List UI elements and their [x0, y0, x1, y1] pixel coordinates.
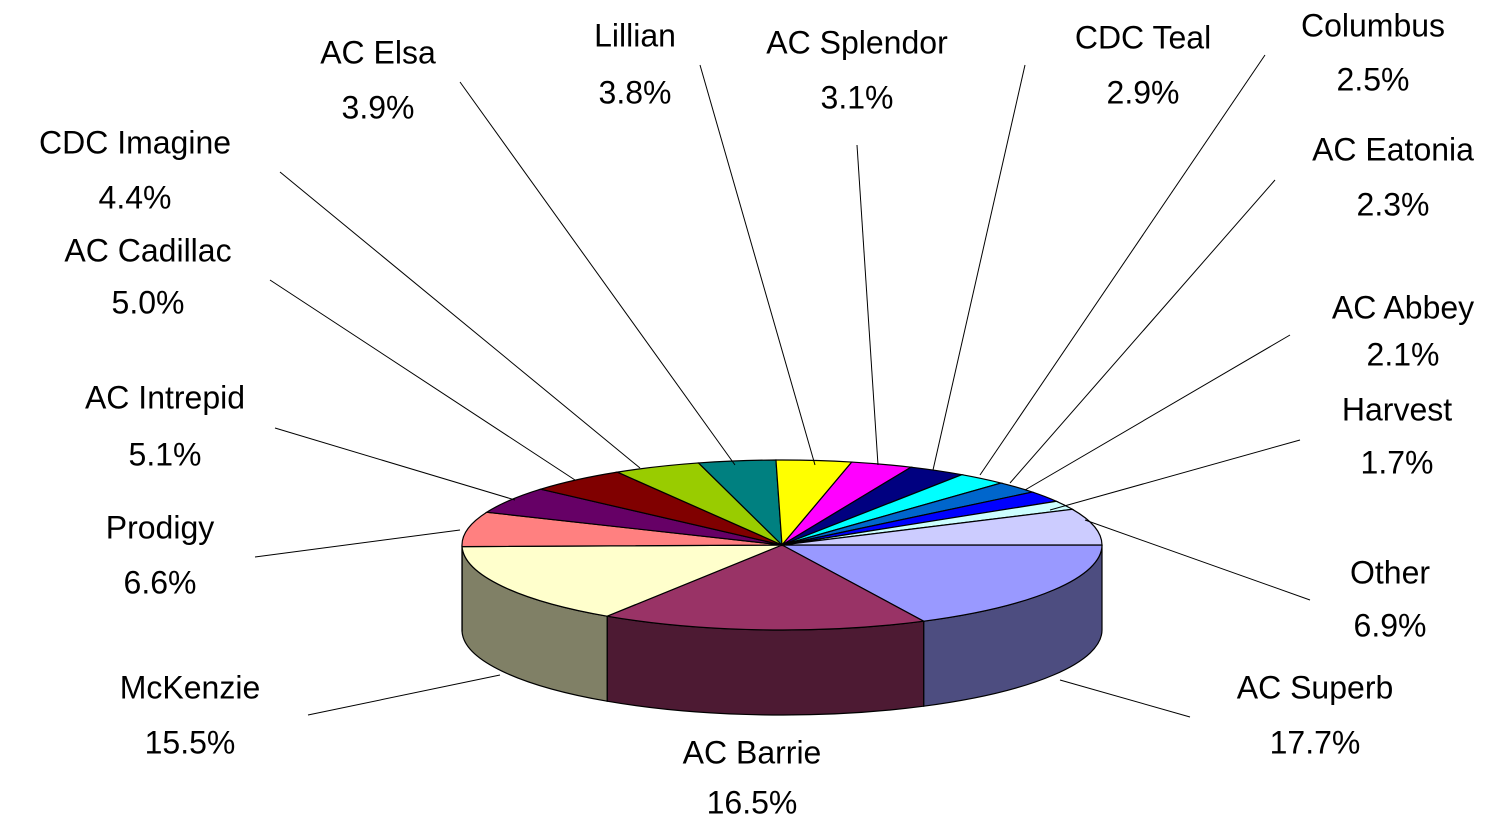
leader-line [269, 279, 576, 481]
slice-label: AC Cadillac [64, 232, 231, 268]
slice-label: AC Splendor [766, 24, 948, 60]
leader-line [699, 64, 816, 466]
slice-label: Prodigy [106, 509, 215, 545]
slice-label: McKenzie [120, 669, 261, 705]
slice [781, 544, 1103, 622]
leader-line [274, 427, 516, 501]
slice-value-label: 3.8% [599, 74, 672, 110]
leader-line [856, 144, 879, 466]
slice [461, 511, 783, 548]
slice-label: AC Abbey [1332, 289, 1474, 325]
leader-line [932, 64, 1026, 471]
slice [604, 544, 926, 631]
slice-value-label: 2.5% [1337, 61, 1410, 97]
slice-label: AC Eatonia [1312, 131, 1474, 167]
slice-value-label: 15.5% [145, 724, 236, 760]
slice-label: Lillian [594, 17, 676, 53]
leader-line [1009, 179, 1276, 484]
slice-value-label: 3.1% [821, 79, 894, 115]
slice-label: CDC Teal [1075, 19, 1211, 55]
slice [781, 508, 1103, 546]
slice-value-label: 1.7% [1361, 444, 1434, 480]
slice-value-label: 6.6% [124, 564, 197, 600]
leader-line [1024, 334, 1291, 491]
slice-label: Other [1350, 554, 1430, 590]
slice-value-label: 6.9% [1354, 607, 1427, 643]
leader-line [979, 54, 1266, 476]
leader-line [459, 81, 736, 466]
slice-value-label: 5.1% [129, 436, 202, 472]
leader-line [1049, 439, 1301, 511]
leader-line [1059, 679, 1191, 718]
slice-value-label: 5.0% [112, 284, 185, 320]
leader-line [1084, 519, 1311, 601]
slice-label: AC Barrie [683, 734, 822, 770]
slice-label: Columbus [1301, 7, 1445, 43]
slice-value-label: 2.9% [1107, 74, 1180, 110]
slice-label: AC Superb [1237, 669, 1394, 705]
slice-side [606, 615, 925, 716]
slice-value-label: 2.3% [1357, 186, 1430, 222]
slice-label: Harvest [1342, 391, 1452, 427]
leader-line [254, 529, 461, 558]
slice-label: AC Elsa [320, 34, 436, 70]
slice-value-label: 3.9% [342, 89, 415, 125]
leader-line [279, 171, 641, 469]
slice-value-label: 17.7% [1270, 724, 1361, 760]
slice-value-label: 16.5% [707, 784, 798, 820]
slice-label: AC Intrepid [85, 379, 245, 415]
slice-value-label: 4.4% [99, 179, 172, 215]
slice-label: CDC Imagine [39, 124, 231, 160]
leader-line [307, 674, 501, 716]
slice-value-label: 2.1% [1367, 336, 1440, 372]
slice [461, 544, 783, 617]
